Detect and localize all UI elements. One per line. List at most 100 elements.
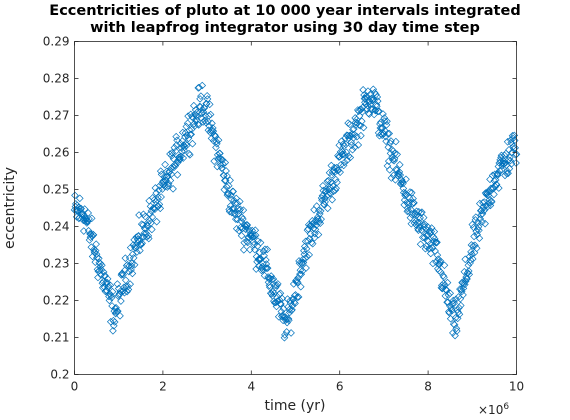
data-point [359, 86, 367, 94]
data-point [182, 140, 190, 148]
data-point [337, 137, 346, 146]
data-point [466, 256, 475, 264]
data-point [332, 164, 341, 172]
data-point [492, 180, 501, 189]
data-point [85, 215, 93, 223]
data-point [226, 176, 234, 185]
data-point [451, 314, 460, 322]
data-point [416, 214, 424, 222]
data-point [268, 275, 276, 284]
data-point [270, 289, 279, 298]
data-point [436, 257, 445, 265]
data-point [346, 153, 355, 162]
data-point [414, 224, 422, 233]
data-point [154, 193, 162, 202]
data-point [287, 329, 295, 337]
data-point [353, 132, 361, 141]
data-point [197, 92, 205, 100]
data-point [457, 287, 466, 296]
data-point [202, 100, 211, 108]
data-point [305, 251, 313, 259]
data-point [285, 308, 294, 317]
data-point [239, 246, 248, 254]
data-point [263, 245, 272, 254]
data-point [338, 150, 347, 159]
x-tick-label: 4 [247, 380, 255, 394]
data-point [210, 157, 218, 165]
plot-area-frame [74, 41, 517, 375]
data-point [219, 160, 227, 168]
data-point [317, 194, 326, 202]
data-point [93, 253, 101, 262]
data-point [444, 291, 453, 299]
data-point [187, 130, 195, 139]
y-tick-label: 0.26 [43, 146, 70, 160]
x-tick-label: 6 [336, 380, 344, 394]
data-point [226, 202, 235, 210]
data-point [193, 113, 202, 121]
data-point [468, 220, 477, 229]
data-point [238, 213, 246, 222]
data-point [433, 251, 442, 259]
data-point [274, 312, 283, 321]
data-point [240, 238, 249, 247]
data-point [367, 105, 375, 113]
data-point [358, 108, 367, 116]
data-point [237, 217, 245, 225]
data-point [312, 202, 321, 210]
data-point [461, 255, 470, 264]
data-point [108, 302, 116, 310]
data-point [156, 167, 165, 175]
data-point [451, 331, 459, 340]
data-point [105, 292, 113, 301]
y-tick-label: 0.21 [43, 331, 70, 345]
data-point [171, 160, 179, 169]
data-point [296, 270, 304, 278]
y-tick-label: 0.29 [43, 35, 70, 49]
data-point [281, 316, 290, 324]
data-point [107, 293, 116, 302]
data-point [80, 205, 89, 213]
data-point [372, 90, 380, 99]
data-point [127, 266, 135, 274]
data-point [471, 241, 479, 250]
data-point [380, 117, 389, 125]
data-point [267, 272, 275, 280]
data-point [271, 281, 279, 290]
data-point [425, 227, 434, 235]
x-multiplier-exponent: 6 [503, 402, 509, 412]
data-point [495, 184, 503, 192]
data-point [161, 160, 169, 169]
data-point [212, 143, 220, 152]
data-point [173, 170, 182, 179]
data-point [510, 136, 519, 145]
data-point [262, 264, 271, 272]
data-point [377, 124, 386, 132]
data-point [506, 156, 515, 165]
x-axis-ticks: 0 2 4 6 8 10 [71, 41, 524, 394]
data-point [239, 206, 248, 214]
data-point [356, 121, 365, 130]
data-point [118, 269, 127, 278]
data-point [214, 136, 223, 144]
data-point [167, 170, 176, 178]
data-point [183, 119, 192, 128]
data-point [216, 149, 224, 158]
data-point [384, 129, 392, 138]
data-point [506, 153, 514, 162]
data-point [399, 184, 408, 193]
data-point [456, 285, 464, 293]
data-point [322, 184, 331, 193]
data-point [443, 278, 452, 287]
data-point [415, 208, 423, 216]
data-point [441, 292, 450, 300]
data-point [89, 231, 98, 239]
data-point [160, 172, 169, 181]
data-point [408, 210, 416, 219]
data-point [332, 184, 340, 193]
y-tick-label: 0.24 [43, 220, 70, 234]
data-point [147, 207, 156, 215]
data-point [117, 297, 125, 305]
y-axis-ticks: 0.2 0.21 0.22 0.23 0.24 0.25 0.26 0.27 0.28 0.29 [43, 35, 517, 382]
data-point [90, 245, 98, 254]
